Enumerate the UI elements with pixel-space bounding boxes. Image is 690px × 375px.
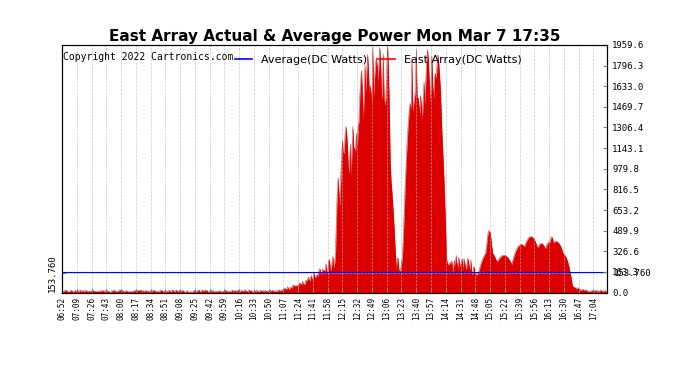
Text: Copyright 2022 Cartronics.com: Copyright 2022 Cartronics.com <box>63 53 233 62</box>
Legend: Average(DC Watts), East Array(DC Watts): Average(DC Watts), East Array(DC Watts) <box>230 51 526 69</box>
Text: 153.760: 153.760 <box>614 268 652 278</box>
Title: East Array Actual & Average Power Mon Mar 7 17:35: East Array Actual & Average Power Mon Ma… <box>109 29 560 44</box>
